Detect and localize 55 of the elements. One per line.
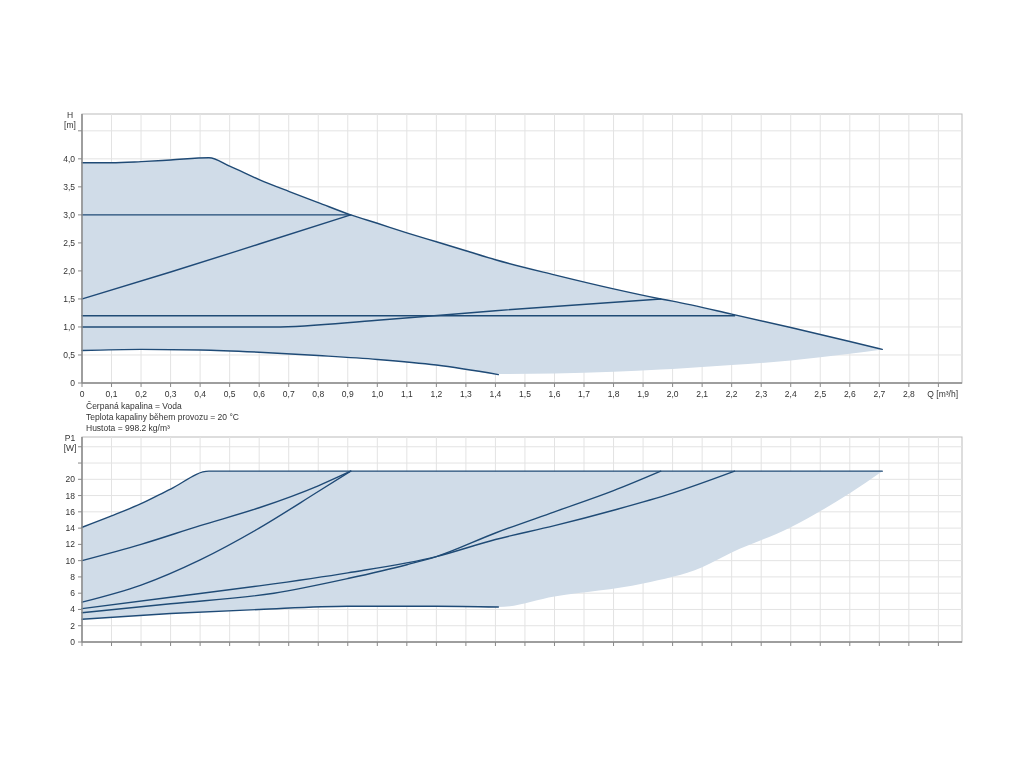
x-tick-label: 2,4 [784,389,797,399]
y-tick-label: 10 [65,555,76,566]
y-tick-label: 18 [65,490,76,501]
x-tick-label: 2,3 [755,389,768,399]
x-tick-label: 0,2 [135,389,148,399]
x-tick-label: 0,8 [312,389,325,399]
y-tick-label: 14 [65,523,76,534]
x-tick-label: 1,5 [519,389,532,399]
y-axis-title: P1 [W] [63,433,77,453]
y-tick-label: 4,0 [63,153,76,164]
x-tick-label: 0,4 [194,389,207,399]
x-tick-label: 0,9 [341,389,354,399]
x-tick-label: 1,3 [459,389,473,399]
y-tick-label: 12 [65,539,76,550]
x-tick-label: 1,7 [578,389,591,399]
y-axis-title: H [m] [64,110,76,130]
y-tick-label: 2,5 [63,237,76,248]
x-tick-label: 1,4 [489,389,502,399]
x-tick-label: 0,1 [105,389,118,399]
y-tick-label: 2,0 [63,265,76,276]
y-tick-label: 3,0 [63,209,76,220]
x-tick-label: 2,2 [725,389,738,399]
y-tick-label: 3,5 [63,181,76,192]
x-tick-label: 2,7 [873,389,886,399]
x-axis-title: Q [m³/h] [927,389,958,399]
x-tick-label: 2,8 [902,389,916,399]
x-tick-label: 0,6 [253,389,266,399]
x-tick-label: 0,5 [223,389,236,399]
text: Teplota kapaliny během provozu = 20 °C [86,412,239,422]
x-tick-label: 2,1 [696,389,709,399]
x-tick-label: 0 [79,389,85,399]
x-tick-label: 1,1 [400,389,414,399]
y-tick-label: 0,5 [63,349,76,360]
x-tick-label: 2,0 [666,389,679,399]
text: Čerpaná kapalina = Voda [86,401,182,411]
y-tick-label: 0 [70,636,76,647]
x-tick-label: 1,0 [371,389,384,399]
x-tick-label: 0,3 [164,389,177,399]
y-tick-label: 8 [70,571,76,582]
text: Hustota = 998.2 kg/m³ [86,423,171,433]
x-tick-label: 0,7 [282,389,295,399]
y-tick-label: 20 [65,474,76,485]
x-tick-label: 1,9 [637,389,650,399]
x-tick-label: 1,2 [430,389,443,399]
y-tick-label: 16 [65,506,76,517]
x-tick-label: 1,6 [548,389,561,399]
x-tick-label: 1,8 [607,389,620,399]
y-tick-label: 0 [70,377,76,388]
y-tick-label: 1,0 [63,321,76,332]
y-tick-label: 6 [70,588,76,599]
y-tick-label: 4 [70,604,76,615]
x-tick-label: 2,5 [814,389,827,399]
y-tick-label: 2 [70,620,76,631]
x-tick-label: 2,6 [843,389,856,399]
y-tick-label: 1,5 [63,293,76,304]
